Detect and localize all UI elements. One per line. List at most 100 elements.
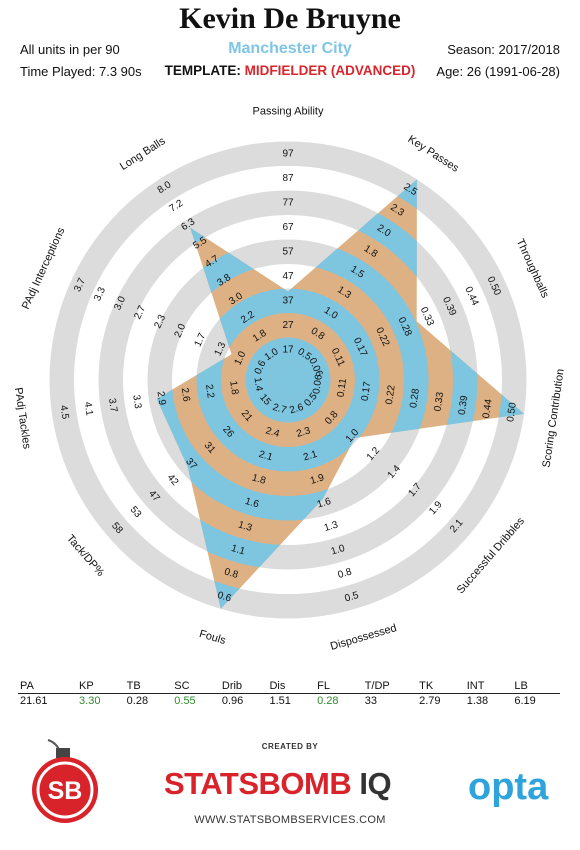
team-name: Manchester City	[228, 40, 352, 57]
tick-label: 0.39	[457, 394, 471, 415]
metric-label: Fouls	[198, 628, 228, 647]
created-by-label: CREATED BY	[261, 742, 319, 751]
tick-label: 1.1	[230, 543, 247, 558]
tick-label: 0.11	[336, 377, 350, 398]
metric-label: Scoring Contribution	[541, 368, 567, 468]
tick-label: 1.8	[251, 472, 268, 487]
tick-label: 0.8	[337, 566, 354, 581]
stats-value-cell: 33	[364, 695, 377, 707]
tick-label: 0.44	[462, 285, 480, 308]
tick-label: 1.3	[323, 519, 340, 534]
tick-label: 3.3	[130, 394, 143, 410]
tick-label: 0.33	[433, 391, 447, 412]
tick-label: 27	[282, 320, 294, 331]
radar-chart: 17 27 37 47 57 67 77 87 97 Passing Ability 0.5 0.8 1…	[12, 105, 567, 653]
tick-label: 57	[282, 246, 294, 257]
tick-label: 1.7	[193, 331, 209, 349]
tick-label: 2.6	[179, 387, 192, 403]
stats-header-cell: Drib	[219, 680, 268, 694]
polygon-band-blue	[245, 337, 331, 423]
axis-ticks-9: 0.61.01.31.72.0 2.32.73.03.33.7	[72, 276, 268, 376]
tick-label: 42	[165, 472, 181, 488]
stats-value-cell: 2.79	[419, 695, 441, 707]
tick-label: 0.5	[344, 590, 361, 605]
tick-label: 2.1	[257, 449, 274, 464]
stats-value-cell: 21.61	[20, 695, 48, 707]
footer-url: WWW.STATSBOMBSERVICES.COM	[194, 814, 386, 826]
tick-label: 2.9	[155, 391, 168, 407]
time-played: Time Played: 7.3 90s	[20, 64, 142, 79]
tick-label: 0.06	[311, 373, 325, 394]
tick-label: 2.2	[203, 384, 216, 400]
metric-label: Tack/DP%	[64, 533, 106, 579]
tick-label: 2.4	[264, 425, 281, 440]
season: Season: 2017/2018	[447, 42, 560, 57]
tick-label: 4.1	[82, 401, 95, 417]
tick-label: 77	[282, 197, 294, 208]
template-line: TEMPLATE: MIDFIELDER (ADVANCED)	[0, 63, 580, 78]
tick-label: 47	[282, 271, 294, 282]
stats-value-row: 21.61 3.30 0.28 0.55 0.96 1.51 0.28 33 2.79 1.38 6…	[18, 694, 560, 707]
tick-label: 2.7	[271, 402, 288, 417]
stats-header-cell: KP	[77, 680, 125, 694]
tick-label: 2.6	[288, 402, 305, 417]
stats-value-cell: 0.28	[126, 695, 149, 707]
tick-label: 2.3	[152, 313, 168, 331]
tick-label: 0.8	[223, 566, 240, 581]
tick-label: 87	[282, 173, 294, 184]
tick-label: 4.5	[58, 405, 71, 421]
player-polygon	[156, 179, 525, 609]
statsbomb-iq-logo: STATSBOMB IQ	[164, 766, 392, 802]
tick-label: 1.9	[309, 472, 326, 487]
metric-label: Dispossessed	[329, 622, 398, 653]
tick-label: 2.3	[295, 425, 312, 440]
age: Age: 26 (1991-06-28)	[436, 64, 560, 79]
stats-header-cell: PA	[18, 680, 78, 694]
badge-text: SB	[48, 777, 83, 805]
metric-label: PAdj Tackles	[12, 387, 33, 451]
tick-label: 0.28	[408, 387, 422, 408]
stats-value-cell: 0.55	[174, 695, 196, 707]
stats-table: PA KP TB SC Drib Dis FL T/DP TK INT LB 21.61 3.30 0.…	[18, 680, 560, 707]
stats-value-cell: 0.96	[221, 695, 244, 707]
tick-label: 1.8	[227, 380, 240, 396]
template-label: TEMPLATE:	[164, 63, 241, 78]
tick-label: 2.1	[302, 449, 319, 464]
axis-ticks-8: 1.4 1.8 2.2 2.6 2.9 3.3 3.7 4.1 4.5	[58, 377, 265, 421]
tick-label: 37	[282, 295, 294, 306]
player-name: Kevin De Bruyne	[179, 2, 401, 35]
tick-label: 3.3	[92, 285, 108, 303]
tick-label: 53	[128, 504, 144, 520]
stats-header-cell: SC	[172, 680, 220, 694]
tick-label: 1.4	[252, 377, 265, 393]
tick-label: 17	[282, 344, 294, 355]
brand-left: STATSBOMB	[164, 766, 352, 801]
center-disk	[270, 362, 306, 398]
stats-header-cell: T/DP	[362, 680, 418, 694]
opta-logo: opta	[468, 766, 549, 808]
tick-label: 0.44	[481, 398, 495, 419]
statsbomb-badge-logo: SB	[32, 739, 98, 823]
tick-label: 1.3	[237, 519, 254, 534]
tick-label: 1.6	[316, 496, 333, 511]
stats-value-cell: 1.51	[269, 695, 291, 707]
stats-header-cell: FL	[315, 680, 363, 694]
tick-label: 0.50	[505, 401, 519, 422]
tick-label: 1.0	[330, 543, 347, 558]
tick-label: 3.0	[112, 294, 128, 312]
tick-label: 2.7	[132, 304, 148, 322]
axis-ticks-5: 2.6 2.3 2.1 1.9 1.6 1.3 1.0 0.8 0.5	[288, 402, 360, 605]
stats-header-cell: Dis	[267, 680, 316, 694]
tick-label: 67	[282, 222, 294, 233]
template-value: MIDFIELDER (ADVANCED)	[244, 63, 416, 78]
tick-label: 1.3	[213, 340, 229, 358]
metric-label: Key Passes	[406, 133, 462, 175]
stats-header-row: PA KP TB SC Drib Dis FL T/DP TK INT LB	[18, 680, 560, 694]
metric-label: Throughballs	[514, 237, 551, 300]
tick-label: 1.6	[244, 496, 261, 511]
tick-label: 0.6	[253, 358, 269, 376]
tick-label: 1.0	[233, 349, 249, 367]
stats-header-cell: TB	[124, 680, 173, 694]
tick-label: 2.0	[173, 322, 189, 340]
